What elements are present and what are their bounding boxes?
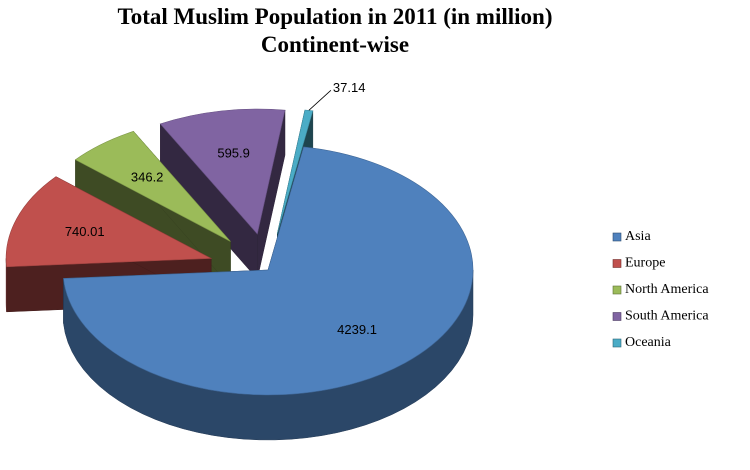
pie-slice — [5, 176, 213, 268]
value-label: 37.14 — [333, 80, 366, 95]
legend-swatch — [612, 312, 622, 321]
pie-slice — [159, 108, 286, 235]
value-label: 346.2 — [131, 169, 164, 184]
chart-subtitle: Continent-wise — [261, 32, 409, 57]
leader-line — [308, 90, 332, 111]
legend-label: Oceania — [625, 335, 672, 350]
value-label: 740.01 — [65, 224, 105, 239]
legend-swatch — [612, 338, 622, 348]
legend-label: South America — [625, 309, 709, 324]
legend-swatch — [612, 259, 622, 268]
pie-slice — [63, 146, 474, 396]
legend-label: North America — [625, 282, 709, 297]
slice-group — [63, 146, 474, 441]
legend-swatch — [612, 285, 622, 295]
legend-label: Europe — [625, 256, 665, 271]
slice-group — [159, 108, 286, 280]
legend-label: Asia — [625, 229, 651, 244]
pie-slice — [74, 130, 231, 242]
value-label: 4239.1 — [337, 322, 377, 337]
value-label: 595.9 — [217, 145, 250, 160]
legend-swatch — [612, 232, 622, 242]
chart-title: Total Muslim Population in 2011 (in mill… — [118, 4, 553, 29]
